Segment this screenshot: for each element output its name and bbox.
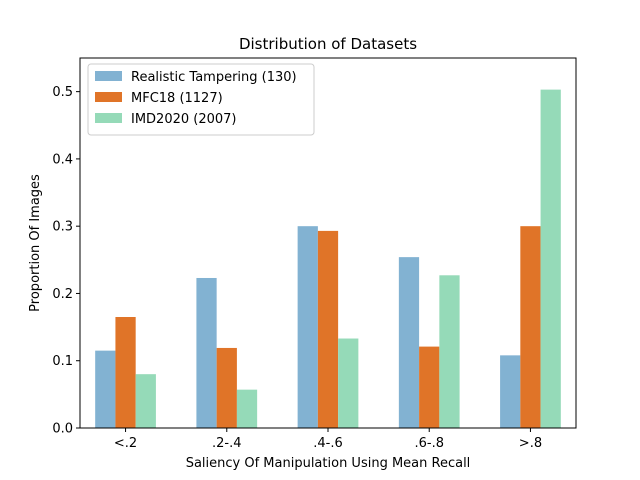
x-axis: <.2 .2-.4 .4-.6 .6-.8 >.8 <box>114 428 542 451</box>
legend-label-2: IMD2020 (2007) <box>131 112 237 127</box>
bar-series-1-2 <box>317 230 339 428</box>
legend-label-1: MFC18 (1127) <box>131 91 223 106</box>
bar-series-0-1 <box>196 277 217 428</box>
bar-series-2-1 <box>236 389 258 428</box>
legend-box <box>87 63 315 136</box>
legend-swatch-0 <box>95 71 122 81</box>
y-tick-label: 0.0 <box>52 422 73 437</box>
bar-series-0-4 <box>500 355 521 428</box>
y-tick-label: 0.2 <box>52 287 73 302</box>
y-tick-label: 0.4 <box>52 152 73 167</box>
bar-series-1-3 <box>419 346 440 428</box>
y-axis-title: Proportion Of Images <box>28 174 43 312</box>
bar-series-0-2 <box>297 226 318 428</box>
y-tick-label: 0.5 <box>52 85 73 100</box>
bar-series-2-0 <box>135 374 156 428</box>
bar-series-0-0 <box>95 350 116 428</box>
bar-series-2-2 <box>338 338 359 428</box>
legend-swatch-2 <box>95 113 122 123</box>
bar-series-0-3 <box>398 257 420 428</box>
y-tick-label: 0.1 <box>52 354 73 369</box>
x-tick-label: .6-.8 <box>414 436 444 451</box>
bar-series-1-4 <box>520 226 541 428</box>
bar-series-1-1 <box>216 347 237 428</box>
x-tick-label: >.8 <box>519 436 542 451</box>
x-tick-label: <.2 <box>114 436 137 451</box>
plot-frame <box>79 57 577 429</box>
x-tick-label: .4-.6 <box>313 436 343 451</box>
chart-title: Distribution of Datasets <box>239 35 417 53</box>
bars-group <box>95 89 561 429</box>
legend-swatch-1 <box>95 92 122 102</box>
bar-series-1-0 <box>115 317 136 428</box>
x-tick-label: .2-.4 <box>212 436 242 451</box>
legend: Realistic Tampering (130) MFC18 (1127) IMD… <box>87 63 315 136</box>
x-axis-title: Saliency Of Manipulation Using Mean Reca… <box>186 456 471 471</box>
y-axis: 0.0 0.1 0.2 0.3 0.4 0.5 <box>52 85 80 437</box>
legend-label-0: Realistic Tampering (130) <box>131 70 297 85</box>
bar-series-2-4 <box>540 89 561 429</box>
bar-series-2-3 <box>439 275 460 428</box>
y-tick-label: 0.3 <box>52 220 73 235</box>
